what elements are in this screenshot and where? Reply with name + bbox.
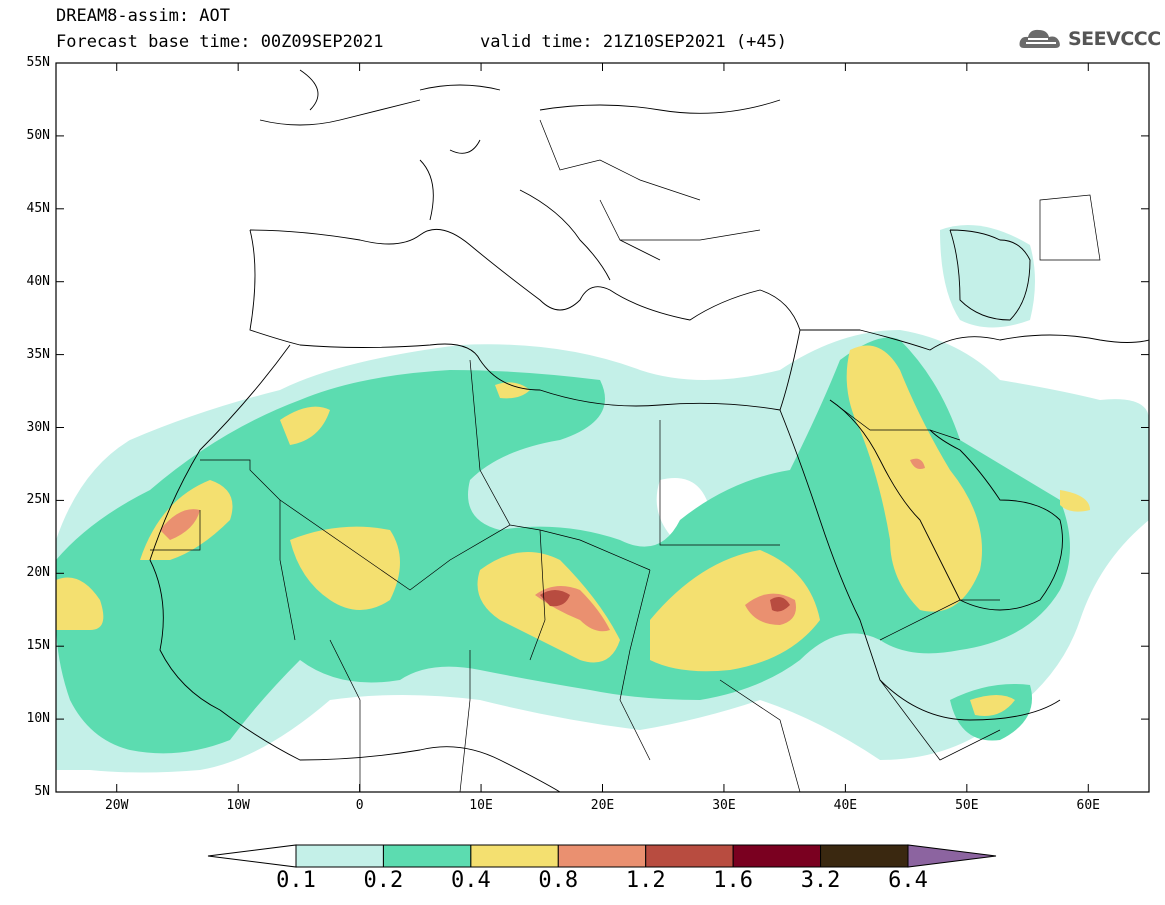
logo-text: SEEVCCC	[1068, 28, 1161, 50]
colorbar-swatch	[295, 844, 384, 868]
lon-label: 40E	[833, 798, 858, 813]
colorbar-level: 3.2	[800, 868, 841, 893]
lat-label: 10N	[26, 711, 50, 727]
colorbar-level: 0.4	[450, 868, 491, 893]
aot-band-0-4-sudan	[650, 550, 820, 672]
colorbar-level: 0.2	[363, 868, 404, 893]
aot-band-1-2-sudan	[770, 596, 790, 612]
lon-label: 30E	[712, 798, 736, 813]
aot-band-0-8-westsahara	[160, 509, 200, 540]
lon-label: 0	[355, 798, 364, 813]
colorbar-level: 1.2	[625, 868, 666, 893]
colorbar-level: 6.4	[888, 868, 928, 893]
lon-label: 60E	[1076, 798, 1100, 813]
lon-label: 20E	[590, 798, 615, 813]
lat-label: 25N	[26, 492, 50, 508]
aot-band-1-2-chad	[540, 590, 570, 607]
aot-band-0-4-gulf	[1060, 490, 1090, 512]
colorbar-swatch	[820, 844, 909, 868]
colorbar-level: 0.1	[276, 868, 316, 893]
aot-band-0-8-arabia	[910, 458, 925, 469]
seevccc-logo: SEEVCCC	[1018, 26, 1161, 54]
lat-label: 20N	[26, 565, 50, 581]
lat-label: 5N	[34, 784, 50, 799]
cloud-icon	[1019, 29, 1060, 48]
lat-label: 35N	[26, 346, 50, 362]
lat-label: 55N	[26, 55, 50, 70]
aot-band-0-2	[56, 337, 1070, 754]
title-line1: DREAM8-assim: AOT	[56, 6, 230, 26]
lat-label: 50N	[26, 127, 50, 143]
aot-band-0-4-mali	[290, 526, 400, 610]
lon-label: 50E	[955, 798, 979, 813]
aot-band-0-4-tunisia	[495, 382, 530, 399]
colorbar-swatch	[382, 844, 472, 868]
aot-contours	[56, 225, 1149, 773]
colorbar-level: 0.8	[538, 868, 579, 893]
lat-label: 45N	[26, 200, 50, 216]
aot-band-0-4-arabia	[846, 345, 982, 612]
colorbar-low-arrow	[207, 844, 297, 868]
aot-band-0-4-morocco	[280, 406, 330, 445]
lat-label: 30N	[26, 419, 50, 435]
country-borders	[150, 119, 1101, 792]
lat-label: 15N	[26, 638, 50, 654]
lon-label: 10E	[469, 798, 493, 813]
aot-band-north	[1100, 399, 1149, 463]
colorbar-level: 1.6	[713, 868, 754, 893]
colorbar-swatch	[557, 844, 647, 868]
forecast-base-time: Forecast base time: 00Z09SEP2021	[56, 32, 384, 52]
aot-band-caspian	[940, 225, 1035, 328]
coastlines	[149, 69, 1149, 792]
aot-band-0-4-chad	[477, 552, 620, 663]
aot-band-0-4-coast	[56, 577, 104, 630]
colorbar-swatch	[732, 844, 822, 868]
lon-label: 20W	[104, 798, 129, 813]
lat-label: 40N	[26, 273, 50, 289]
lon-label: 10W	[226, 798, 250, 813]
colorbar-high-arrow	[907, 844, 997, 868]
colorbar-swatch	[470, 844, 559, 868]
colorbar-swatch	[645, 844, 734, 868]
aot-band-0-4-horn	[970, 695, 1015, 716]
axis-ticks	[56, 62, 1149, 793]
valid-time: valid time: 21Z10SEP2021 (+45)	[480, 32, 788, 52]
